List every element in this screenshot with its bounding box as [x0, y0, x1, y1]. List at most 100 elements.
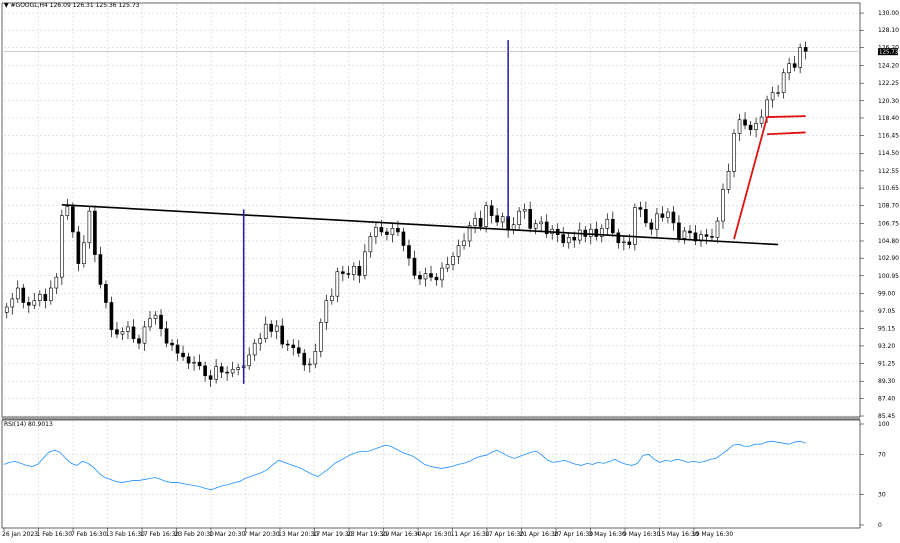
bull-candle-body [87, 210, 92, 244]
bear-candle-body [115, 329, 119, 335]
candle [175, 339, 180, 361]
candle [115, 321, 119, 339]
candle [93, 205, 97, 263]
bull-candle-body [682, 230, 687, 239]
bear-candle-body [561, 234, 566, 244]
candle [704, 228, 709, 245]
bear-candle-body [104, 284, 108, 303]
candle [318, 318, 323, 358]
candle [335, 267, 340, 303]
candle [677, 215, 681, 243]
bull-candle-body [726, 171, 731, 190]
bear-candle-body [572, 237, 577, 241]
price-tick-label: 114.50 [878, 150, 899, 157]
price-tick-label: 97.05 [878, 308, 895, 315]
candle [37, 290, 42, 307]
bear-candle-body [407, 245, 411, 259]
bear-candle-body [109, 302, 114, 330]
candle [352, 262, 356, 281]
candle [737, 113, 742, 142]
bull-candle-body [754, 123, 758, 131]
candle [214, 359, 218, 384]
candle [236, 363, 240, 376]
time-tick-label: 1 Feb 16:30 [37, 531, 73, 538]
time-tick-label: 7 Mar 20:30 [244, 531, 280, 538]
price-tick-label: 130.00 [878, 10, 899, 17]
candle [748, 121, 753, 136]
bull-candle-body [633, 207, 637, 245]
candle [219, 362, 224, 379]
candle [511, 217, 516, 235]
candle [26, 296, 31, 313]
trendline [61, 204, 779, 246]
candle [649, 218, 654, 236]
bull-candle-body [456, 245, 461, 257]
candle [539, 216, 544, 232]
bull-candle-body [10, 298, 15, 308]
bull-candle-body [4, 306, 9, 313]
time-tick-label: 13 Mar 20:30 [278, 531, 318, 538]
rsi-tick-label: 30 [878, 492, 886, 499]
candle [21, 283, 26, 309]
rsi-pane-frame [1, 419, 861, 529]
bull-candle-body [798, 47, 802, 68]
candle [153, 311, 158, 325]
candle [346, 265, 351, 279]
bear-candle-body [616, 232, 621, 244]
candle [142, 321, 147, 351]
candle [803, 41, 808, 60]
time-tick-label: 1 Mar 20:30 [209, 531, 245, 538]
bull-candle-body [330, 295, 334, 301]
time-tick-label: 13 Feb 16:30 [106, 531, 146, 538]
candle [148, 311, 152, 331]
annotations[interactable] [4, 40, 858, 384]
bear-candle-body [71, 206, 75, 233]
bull-candle-body [522, 209, 527, 212]
bear-candle-body [285, 343, 290, 346]
bull-candle-body [721, 189, 725, 222]
bull-candle-body [390, 228, 395, 235]
bear-candle-body [159, 314, 163, 330]
bear-candle-body [137, 338, 141, 344]
bear-candle-body [26, 302, 31, 306]
candle [82, 235, 86, 268]
price-tick-label: 104.80 [878, 238, 899, 245]
candle [324, 294, 329, 331]
bull-candle-body [263, 323, 268, 339]
time-tick-label: 9 May 16:30 [623, 531, 661, 538]
candle [225, 366, 229, 381]
bear-candle-body [671, 211, 676, 224]
bull-candle-body [599, 228, 604, 237]
price-axis[interactable]: 130.00 128.10 126.20 124.20 122.25 120.30 118.… [860, 10, 899, 420]
bear-candle-body [611, 218, 615, 234]
bear-candle-body [743, 119, 747, 126]
bull-candle-body [451, 256, 455, 265]
candle [732, 129, 736, 178]
pane-separator[interactable] [2, 417, 860, 420]
time-tick-label: 17 Mar 19:30 [313, 531, 353, 538]
bull-candle-body [82, 242, 86, 264]
candle [126, 321, 130, 340]
bear-candle-body [225, 371, 229, 374]
candle [252, 339, 257, 361]
bear-candle-body [792, 63, 797, 68]
bull-candle-body [60, 215, 64, 278]
rsi-tick-label: 100 [878, 421, 890, 428]
candle [170, 339, 174, 351]
candle [434, 273, 439, 286]
bear-candle-body [710, 236, 714, 238]
price-tick-label: 124.20 [878, 63, 899, 70]
bull-candle-body [445, 264, 450, 269]
candle [699, 230, 703, 247]
candle [638, 201, 643, 218]
candle [500, 212, 505, 228]
candle [522, 203, 527, 219]
candle [666, 207, 670, 224]
bear-candle-body [418, 275, 422, 280]
bear-candle-body [170, 342, 174, 346]
price-tick-label: 120.30 [878, 98, 899, 105]
price-tick-label: 106.75 [878, 220, 899, 227]
bull-candle-body [236, 367, 240, 370]
